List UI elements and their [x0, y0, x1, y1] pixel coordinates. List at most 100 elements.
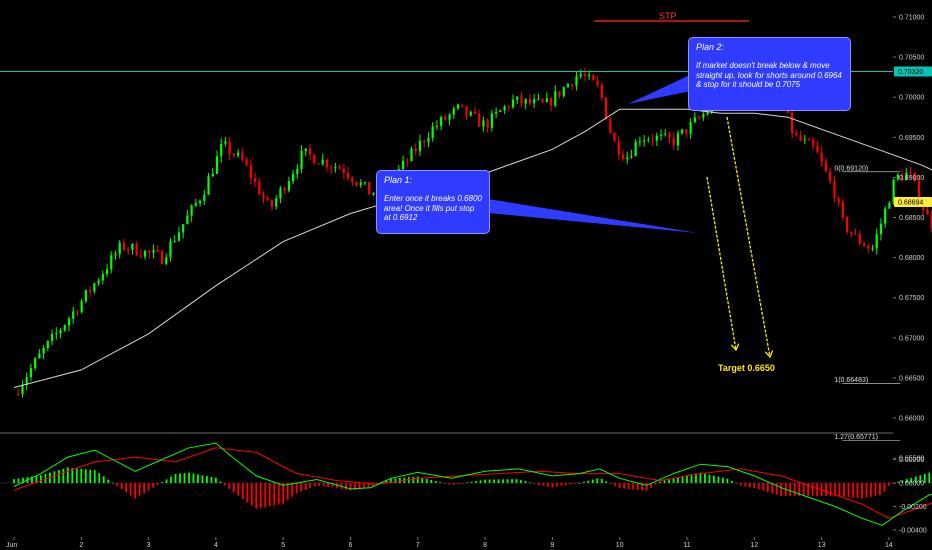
- macd-histogram-bar: [98, 473, 101, 483]
- macd-histogram-bar: [197, 474, 199, 483]
- candle: [194, 198, 197, 208]
- plan1-note[interactable]: Plan 1: Enter once it breaks 0.6800 area…: [376, 170, 490, 234]
- candle: [351, 176, 354, 186]
- macd-histogram-bar: [636, 483, 639, 490]
- candle: [139, 249, 142, 259]
- macd-line: [13, 442, 932, 526]
- candle-body: [401, 160, 405, 170]
- macd-histogram-bar: [923, 473, 926, 483]
- macd-histogram-bar: [865, 483, 868, 498]
- candle-body: [72, 311, 75, 319]
- candle: [127, 246, 130, 255]
- candle: [452, 106, 455, 119]
- candle: [300, 145, 303, 174]
- macd-histogram-bar: [443, 483, 446, 484]
- macd-histogram-bar: [627, 483, 630, 490]
- macd-histogram-bar: [206, 476, 208, 483]
- candle-body: [647, 139, 650, 141]
- candle-body: [292, 173, 295, 182]
- candle: [596, 76, 599, 88]
- candle-body: [194, 203, 197, 206]
- macd-histogram-bar: [708, 474, 711, 483]
- candle-body: [651, 139, 654, 141]
- macd-histogram-bar: [721, 477, 724, 483]
- candle-body: [173, 240, 176, 242]
- macd-histogram-bar: [901, 480, 904, 483]
- candle-body: [308, 148, 312, 155]
- candle: [135, 241, 138, 257]
- candle-body: [875, 234, 878, 249]
- candle-body: [55, 333, 58, 335]
- macd-histogram-bar: [695, 473, 697, 483]
- macd-histogram-bar: [282, 483, 285, 504]
- macd-histogram-bar: [286, 483, 289, 501]
- candle: [211, 167, 214, 178]
- macd-histogram-bar: [22, 477, 24, 483]
- candle-body: [186, 215, 189, 225]
- candle: [871, 244, 874, 252]
- candle: [359, 179, 362, 189]
- macd-histogram-bar: [62, 468, 65, 483]
- macd-histogram-bar: [259, 483, 262, 508]
- candle: [440, 115, 443, 131]
- candle: [89, 285, 92, 298]
- target-arrow-plan2: [726, 116, 774, 359]
- candle: [414, 142, 417, 156]
- candle: [42, 345, 45, 360]
- arrow-head: [764, 350, 774, 359]
- candle: [93, 282, 96, 295]
- plan2-note[interactable]: Plan 2: If market doesn't break below & …: [688, 37, 851, 111]
- macd-histogram-bar: [134, 483, 137, 499]
- macd-histogram-bar: [654, 483, 657, 485]
- candle: [909, 166, 912, 178]
- candle-body: [338, 167, 341, 170]
- candle-body: [46, 340, 49, 349]
- macd-histogram-bar: [919, 475, 922, 483]
- candle: [693, 112, 696, 124]
- candle: [279, 186, 282, 204]
- current-price-label: 0.68694: [898, 199, 923, 206]
- price-tick-label: 0.67000: [899, 335, 924, 342]
- x-tick-label: Jun: [6, 542, 17, 549]
- candle: [342, 163, 345, 180]
- macd-histogram-bar: [304, 483, 307, 490]
- macd-histogram-bar: [331, 483, 334, 488]
- candle-body: [583, 74, 587, 77]
- macd-histogram-bar: [542, 483, 545, 486]
- macd-histogram-bar: [475, 481, 478, 483]
- macd-histogram-bar: [17, 478, 20, 483]
- candle: [241, 147, 244, 162]
- candle-body: [418, 140, 422, 152]
- macd-histogram-bar: [645, 483, 648, 491]
- macd-histogram-bar: [677, 476, 679, 483]
- macd-histogram-bar: [762, 483, 765, 491]
- macd-histogram-bar: [600, 478, 603, 483]
- macd-histogram-bar: [120, 483, 123, 490]
- macd-histogram-bar: [578, 483, 581, 484]
- candle: [528, 93, 532, 107]
- candle-body: [706, 112, 709, 115]
- candle: [253, 172, 257, 188]
- candle: [900, 169, 904, 183]
- candle: [554, 85, 557, 108]
- candle-body: [588, 75, 591, 77]
- candle-body: [592, 75, 595, 81]
- candle-body: [905, 172, 908, 181]
- price-tick-label: 0.70500: [899, 55, 924, 62]
- candle: [72, 306, 75, 325]
- macd-histogram-bar: [659, 481, 661, 483]
- candle-body: [507, 106, 510, 108]
- candle-body: [913, 172, 916, 182]
- candle: [330, 164, 333, 175]
- macd-histogram-bar: [228, 483, 231, 490]
- candle: [672, 132, 675, 150]
- candle: [837, 196, 840, 208]
- x-tick-label: 6: [349, 542, 353, 549]
- candle: [131, 243, 134, 255]
- macd-histogram-bar: [587, 480, 590, 483]
- candle-body: [110, 255, 113, 270]
- macd-histogram-bar: [506, 479, 509, 483]
- candle: [190, 204, 193, 222]
- macd-histogram-bar: [219, 481, 222, 483]
- price-tick-label: 0.65500: [899, 456, 924, 463]
